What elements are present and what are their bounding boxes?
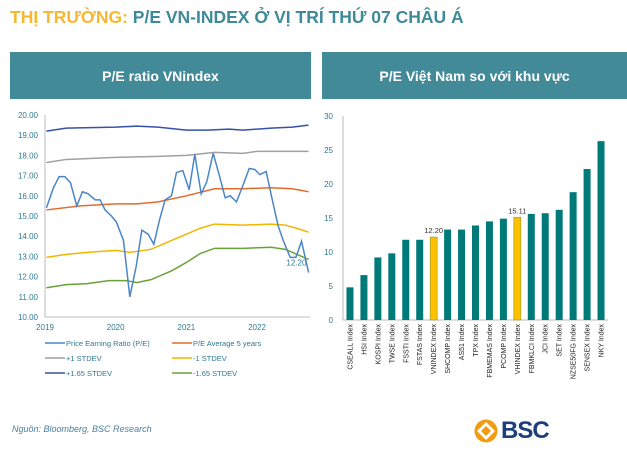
bar-category-label: FSSTI Index (403, 324, 410, 363)
y-tick-label: 15.00 (18, 212, 39, 221)
bar (388, 253, 396, 320)
series-line-0 (45, 153, 310, 297)
bar-y-tick-label: 5 (329, 282, 334, 291)
y-tick-label: 11.00 (19, 293, 39, 302)
series-line-3 (46, 223, 309, 259)
bar-category-label: CSEALL Index (347, 324, 354, 370)
series-line-2 (46, 150, 309, 164)
bar (374, 257, 382, 320)
x-tick-label: 2020 (107, 323, 125, 332)
y-tick-label: 10.00 (18, 313, 39, 322)
source-note: Nguồn: Bloomberg, BSC Research (12, 424, 152, 434)
bar (555, 209, 563, 320)
bar-category-label: KOSPI Index (375, 324, 382, 365)
page-title: THỊ TRƯỜNG: P/E VN-INDEX Ở VỊ TRÍ THỨ 07… (10, 7, 464, 27)
bar-category-label: AS51 Index (459, 324, 466, 361)
y-tick-label: 14.00 (18, 232, 39, 241)
bar-category-label: HSI Index (361, 324, 368, 355)
bar (597, 141, 605, 320)
legend-label: +1 STDEV (66, 354, 102, 363)
bar-category-label: SENSEX Index (585, 324, 592, 372)
y-tick-label: 16.00 (18, 192, 39, 201)
bar-data-label: 15.11 (508, 206, 526, 215)
y-tick-label: 13.00 (18, 252, 39, 261)
series-line-4 (46, 124, 309, 132)
bar-category-label: FBMEMAS Index (487, 324, 494, 378)
bar-category-label: SET Index (557, 324, 564, 357)
bar (416, 239, 424, 320)
y-tick-label: 20.00 (18, 111, 39, 120)
y-tick-label: 19.00 (18, 131, 39, 140)
bar (444, 229, 452, 320)
bar (458, 229, 466, 320)
bar (346, 287, 354, 320)
x-tick-label: 2019 (36, 323, 54, 332)
bar-category-label: NKY Index (599, 324, 606, 358)
y-tick-label: 18.00 (18, 151, 39, 160)
legend-label: P/E Average 5 years (193, 339, 261, 348)
bar (527, 213, 535, 320)
legend-label: -1.65 STDEV (193, 369, 237, 378)
series-line-5 (46, 246, 309, 289)
line-chart-title: P/E ratio VNindex (10, 52, 311, 99)
bar-category-label: NZSE50FG Index (571, 324, 578, 380)
bar-y-tick-label: 25 (324, 146, 333, 155)
bar-category-label: SHCOMP Index (445, 324, 452, 374)
bsc-logo-icon (474, 419, 498, 443)
bar-category-label: TPX Index (473, 324, 480, 357)
bar (513, 216, 522, 321)
pe-annotation: 12.20 (286, 258, 307, 267)
bar (472, 225, 479, 320)
x-tick-label: 2021 (177, 323, 195, 332)
bar (485, 221, 493, 320)
bar-category-label: JCI Index (543, 324, 550, 354)
bar-category-label: VHINDEX Index (515, 324, 522, 375)
bar (569, 192, 577, 320)
bar-category-label: VNINDEX Index (431, 324, 438, 375)
bar (402, 239, 410, 320)
legend-label: +1.65 STDEV (66, 369, 112, 378)
bar-y-tick-label: 30 (324, 112, 333, 121)
bar-y-tick-label: 15 (324, 214, 333, 223)
bar (499, 218, 507, 320)
bar-y-tick-label: 0 (329, 316, 334, 325)
bsc-logo: BSC (474, 417, 550, 445)
bar (541, 213, 549, 320)
bar-category-label: TWSE Index (389, 324, 396, 364)
bar-data-label: 12.20 (424, 226, 443, 235)
y-tick-label: 17.00 (18, 172, 39, 181)
legend-label: Price Earning Ratio (P/E) (66, 339, 150, 348)
y-tick-label: 12.00 (18, 273, 39, 282)
bar-y-tick-label: 10 (324, 248, 333, 257)
bar (429, 236, 438, 321)
bar-category-label: PCOMP Index (501, 324, 508, 369)
bar-chart-title: P/E Việt Nam so với khu vực (322, 52, 627, 99)
series-line-1 (46, 186, 309, 211)
bar-category-label: FBMKLCI Index (529, 324, 536, 374)
x-tick-label: 2022 (248, 323, 266, 332)
bar (360, 275, 368, 320)
bar-category-label: FSTAS Index (417, 324, 424, 366)
legend-label: -1 STDEV (193, 354, 227, 363)
bar (583, 169, 591, 320)
bar-y-tick-label: 20 (324, 180, 333, 189)
